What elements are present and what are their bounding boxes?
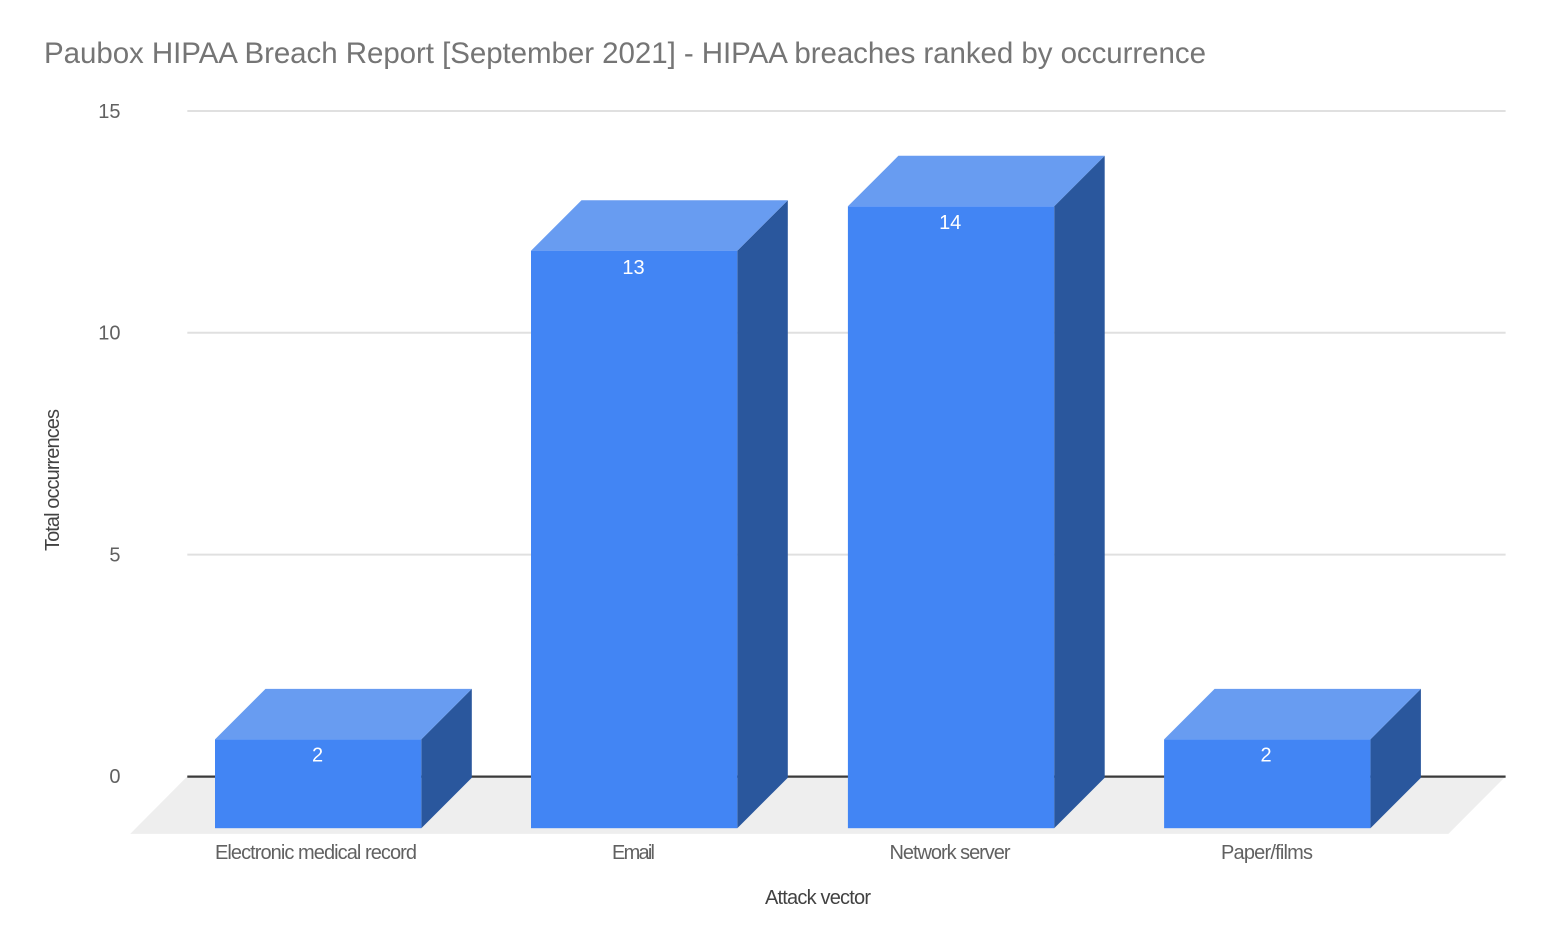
- svg-text:Attack vector: Attack vector: [765, 887, 871, 909]
- svg-text:Paubox HIPAA Breach Report [Se: Paubox HIPAA Breach Report [September 20…: [44, 37, 1206, 70]
- svg-text:5: 5: [109, 544, 120, 566]
- svg-text:Total occurrences: Total occurrences: [42, 409, 64, 551]
- svg-text:10: 10: [98, 323, 120, 345]
- svg-text:Electronic medical record: Electronic medical record: [215, 842, 417, 864]
- svg-text:Email: Email: [612, 842, 655, 864]
- svg-text:14: 14: [939, 212, 961, 234]
- svg-text:Paper/films: Paper/films: [1221, 842, 1313, 864]
- svg-text:Network server: Network server: [890, 842, 1011, 864]
- svg-text:0: 0: [109, 766, 120, 788]
- svg-text:2: 2: [1260, 745, 1271, 767]
- svg-text:15: 15: [98, 101, 120, 123]
- svg-text:13: 13: [622, 257, 644, 279]
- svg-text:2: 2: [312, 745, 323, 767]
